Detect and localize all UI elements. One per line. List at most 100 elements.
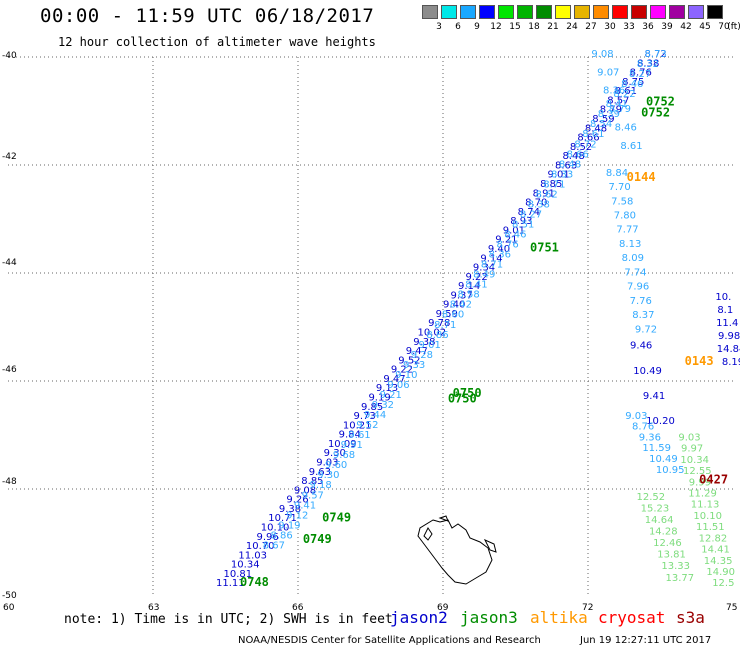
- wave-height-value: 8.48: [585, 123, 607, 134]
- wave-height-value: 8.19: [722, 357, 740, 368]
- wave-height-value: 9.73: [354, 411, 376, 422]
- legend-label: 21: [547, 22, 559, 32]
- wave-height-value: 9.38: [279, 504, 301, 515]
- legend-swatch: [688, 5, 704, 19]
- wave-height-value: 8.52: [570, 142, 592, 153]
- wave-height-value: 7.74: [624, 267, 646, 278]
- legend-label: 12: [490, 22, 502, 32]
- wave-height-value: 9.85: [361, 402, 383, 413]
- wave-height-value: 8.86: [426, 330, 448, 341]
- lon-label: 60: [3, 603, 15, 613]
- wave-height-value: 12.46: [653, 538, 682, 549]
- lat-label: -46: [2, 365, 17, 375]
- pass-time-label: 0752: [646, 95, 675, 109]
- wave-height-value: 12.52: [637, 492, 666, 503]
- wave-height-value: 8.73: [645, 49, 667, 60]
- legend-label: 3: [436, 22, 442, 32]
- wave-height-value: 8.61: [615, 86, 637, 97]
- wave-height-value: 9.10: [395, 370, 417, 381]
- wave-height-value: 12.5: [712, 578, 734, 589]
- wave-height-value: 8.63: [555, 160, 577, 171]
- wave-height-value: 9.19: [368, 393, 390, 404]
- wave-height-value: 10.10: [261, 522, 290, 533]
- lon-label: 75: [726, 603, 738, 613]
- wave-height-value: 9.30: [324, 448, 346, 459]
- wave-height-value: 9.03: [678, 432, 700, 443]
- wave-height-value: 14.84: [717, 344, 740, 355]
- wave-height-value: 10.34: [231, 560, 260, 571]
- wave-height-value: 10.95: [656, 465, 685, 476]
- wave-height-value: 8.48: [562, 151, 584, 162]
- wave-height-value: 9.14: [480, 253, 502, 264]
- wave-height-value: 9.59: [436, 309, 458, 320]
- wave-height-value: 8.75: [622, 77, 644, 88]
- legend-swatch: [631, 5, 647, 19]
- wave-height-value: 14.28: [649, 527, 678, 538]
- wave-height-value: 8.74: [518, 207, 540, 218]
- pass-time-label: 0750: [448, 392, 477, 406]
- lat-label: -48: [2, 477, 17, 487]
- lat-label: -50: [2, 591, 17, 601]
- wave-height-value: 9.46: [630, 341, 652, 352]
- note-text: note: 1) Time is in UTC; 2) SWH is in fe…: [64, 612, 393, 627]
- wave-height-value: 8.66: [567, 149, 589, 160]
- wave-height-value: 7.96: [627, 282, 649, 293]
- wave-height-value: 8.22: [613, 89, 635, 100]
- wave-height-value: 8.38: [637, 58, 659, 69]
- wave-height-value: 9.03: [316, 458, 338, 469]
- wave-height-value: 7.76: [630, 296, 652, 307]
- wave-height-value: 8.59: [592, 114, 614, 125]
- wave-height-value: 10.20: [646, 416, 675, 427]
- wave-height-value: 13.33: [661, 561, 690, 572]
- wave-height-value: 7.80: [614, 211, 636, 222]
- wave-height-value: 9.33: [403, 360, 425, 371]
- pass-time-label: 0144: [627, 170, 656, 184]
- wave-height-value: 9.99: [689, 477, 711, 488]
- wave-height-value: 8.86: [270, 530, 292, 541]
- pass-time-label: 0749: [322, 510, 351, 524]
- wave-height-value: 9.21: [380, 390, 402, 401]
- wave-height-value: 10.34: [680, 455, 709, 466]
- lat-label: -42: [2, 152, 17, 162]
- wave-height-value: 8.42: [450, 300, 472, 311]
- wave-height-value: 8.41: [465, 280, 487, 291]
- wave-height-value: 9.28: [411, 350, 433, 361]
- wave-height-value: 9.84: [339, 430, 361, 441]
- pass-time-label: 0749: [303, 532, 332, 546]
- legend-label: 6: [455, 22, 461, 32]
- wave-height-value: 9.41: [643, 391, 665, 402]
- wave-height-value: 9.22: [391, 365, 413, 376]
- wave-height-value: 8.49: [473, 270, 495, 281]
- wave-height-value: 8.1: [717, 305, 733, 316]
- legend-swatch: [650, 5, 666, 19]
- legend-swatch: [422, 5, 438, 19]
- wave-height-value: 9.34: [473, 263, 495, 274]
- wave-height-value: 9.52: [356, 420, 378, 431]
- wave-height-value: 8.51: [512, 219, 534, 230]
- wave-height-value: 10.21: [343, 420, 372, 431]
- wave-height-value: 9.63: [309, 467, 331, 478]
- wave-height-value: 14.35: [704, 556, 733, 567]
- legend-label: 42: [680, 22, 692, 32]
- wave-height-value: 9.32: [372, 400, 394, 411]
- legend-jason2: jason2: [390, 608, 448, 627]
- lat-label: -40: [2, 51, 17, 61]
- wave-height-value: 8.62: [535, 189, 557, 200]
- wave-height-value: 8.66: [577, 133, 599, 144]
- wave-height-value: 11.29: [688, 488, 717, 499]
- wave-height-value: 8.93: [510, 216, 532, 227]
- legend-label: 70: [718, 22, 730, 32]
- wave-height-value: 9.44: [364, 410, 386, 421]
- wave-height-value: 10.10: [693, 511, 722, 522]
- wave-height-value: 8.46: [504, 230, 526, 241]
- wave-height-value: 9.18: [309, 480, 331, 491]
- legend-label: 27: [585, 22, 597, 32]
- legend-swatch: [555, 5, 571, 19]
- wave-height-value: 7.77: [616, 225, 638, 236]
- lon-label: 66: [292, 603, 304, 613]
- wave-height-value: 8.38: [528, 199, 550, 210]
- wave-height-value: 9.78: [428, 318, 450, 329]
- wave-height-value: 8.27: [520, 209, 542, 220]
- legend-label: 24: [566, 22, 578, 32]
